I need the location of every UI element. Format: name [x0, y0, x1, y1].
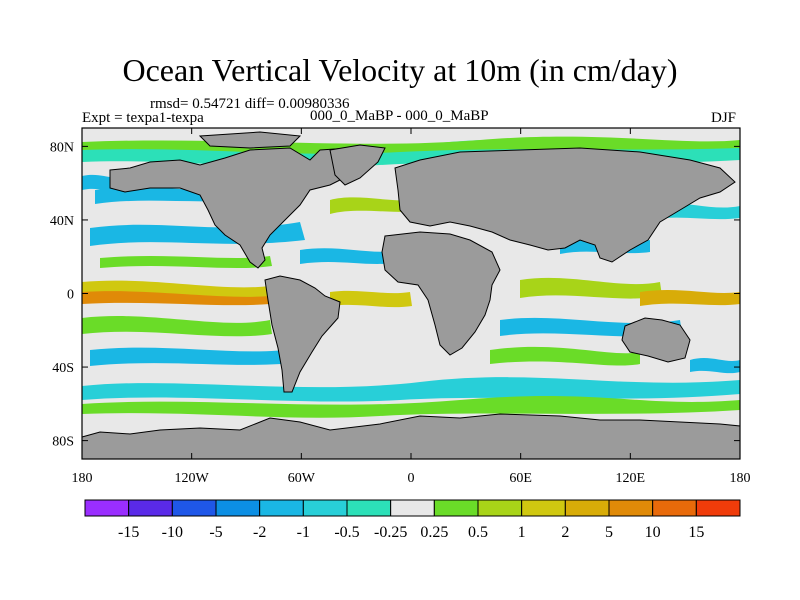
plot-title: Ocean Vertical Velocity at 10m (in cm/da… [122, 52, 678, 88]
season-label: DJF [711, 110, 737, 126]
field-band [640, 290, 740, 306]
colorbar-label: 0.5 [468, 524, 488, 541]
colorbar-swatch [390, 499, 435, 517]
field-band [82, 291, 270, 306]
colorbar-label: -0.5 [334, 524, 359, 541]
lat-tick-label: 0 [67, 288, 74, 303]
colorbar-swatch [521, 499, 566, 517]
colorbar-swatch [433, 499, 479, 517]
lat-tick-label: 80S [52, 435, 74, 450]
field-band [100, 256, 272, 268]
case-label: 000_0_MaBP - 000_0_MaBP [310, 108, 489, 124]
field-band [490, 346, 640, 366]
field-band [690, 358, 740, 374]
field-band [82, 316, 272, 337]
colorbar-swatch [564, 499, 610, 517]
land-arctic-islands [198, 131, 302, 149]
colorbar-label: -1 [297, 524, 310, 541]
land-south-america [264, 275, 341, 393]
colorbar-label: 5 [605, 524, 613, 541]
colorbar-label: 0.25 [420, 524, 448, 541]
land-eurasia [394, 147, 736, 263]
colorbar-swatch [215, 499, 261, 517]
colorbar-label: -10 [162, 524, 183, 541]
field-band [300, 248, 400, 264]
lon-tick-label: 120E [616, 471, 646, 486]
land-australia [621, 317, 691, 363]
colorbar-swatch [84, 499, 130, 517]
map-axes: 180 120W 60W 0 60E 120E 180 80N 40N 0 40S 80S [50, 128, 751, 486]
land-north-america [109, 147, 371, 269]
land-africa [381, 231, 501, 356]
stats-label: rmsd= 0.54721 diff= 0.00980336 [150, 96, 350, 112]
field-band [330, 290, 412, 308]
colorbar-swatch [695, 499, 741, 517]
land-antarctica [81, 413, 741, 460]
lon-tick-label: 120W [175, 471, 210, 486]
colorbar-label: 15 [688, 524, 704, 541]
lon-tick-label: 60W [288, 471, 316, 486]
field-band [82, 136, 740, 154]
colorbar-swatch [346, 499, 392, 517]
colorbar-swatch [608, 499, 654, 517]
lon-tick-label: 180 [72, 471, 93, 486]
lat-tick-label: 80N [50, 140, 74, 155]
lat-tick-label: 40S [52, 361, 74, 376]
lon-tick-label: 0 [408, 471, 415, 486]
field-band [82, 377, 740, 402]
lon-tick-label: 180 [730, 471, 751, 486]
lon-tick-label: 60E [509, 471, 532, 486]
colorbar: -15 -10 -5 -2 -1 -0.5 -0.25 0.25 0.5 1 2 5 10 15 [84, 499, 741, 541]
colorbar-swatch [302, 499, 348, 517]
colorbar-swatch [477, 499, 523, 517]
map-area [81, 127, 741, 460]
field-band [82, 396, 740, 418]
colorbar-label: -5 [209, 524, 222, 541]
lat-tick-label: 40N [50, 214, 74, 229]
colorbar-swatch [652, 499, 697, 517]
colorbar-label: 2 [561, 524, 569, 541]
colorbar-label: -2 [253, 524, 266, 541]
colorbar-label: 10 [645, 524, 661, 541]
colorbar-label: -0.25 [374, 524, 407, 541]
experiment-label: Expt = texpa1-texpa [82, 110, 204, 126]
field-band [90, 347, 302, 366]
colorbar-swatch [128, 499, 173, 517]
colorbar-swatch [171, 499, 217, 517]
land-masses [81, 131, 741, 460]
field-band [520, 277, 662, 299]
land-greenland [329, 144, 386, 186]
colorbar-swatch [259, 499, 304, 517]
colorbar-label: -15 [118, 524, 139, 541]
colorbar-label: 1 [518, 524, 526, 541]
